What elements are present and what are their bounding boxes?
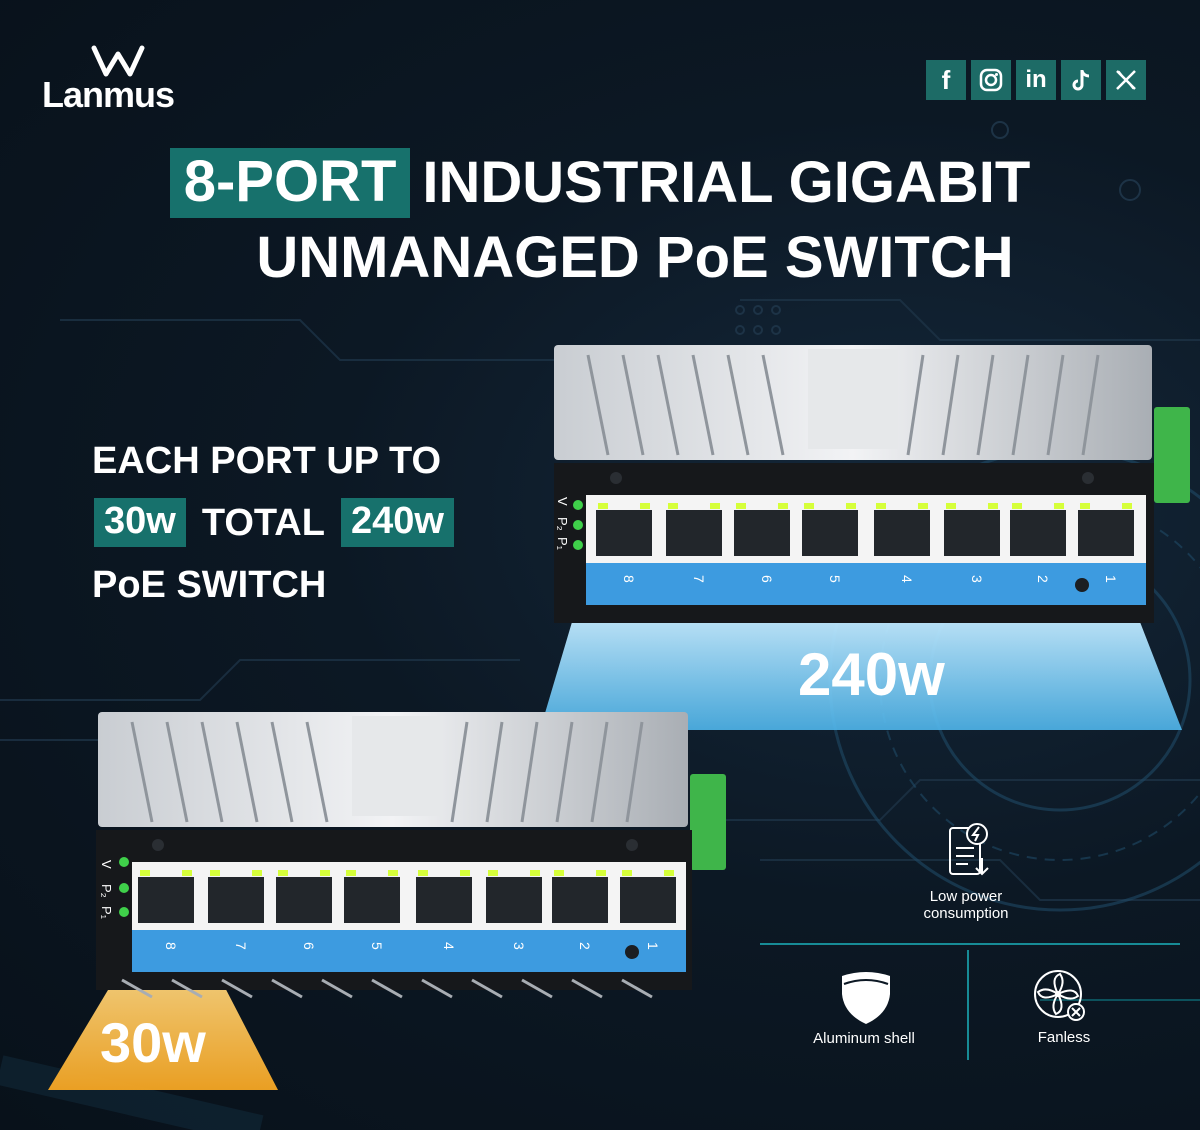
led-label-p2: P₂	[99, 884, 114, 898]
title-line-2: UNMANAGED PoE SWITCH	[256, 225, 1014, 290]
port-label: 8	[621, 575, 637, 583]
led-label-p1: P₁	[99, 906, 114, 920]
instagram-icon[interactable]	[971, 60, 1011, 100]
port-label: 7	[691, 575, 707, 583]
port-label: 4	[441, 942, 457, 950]
aluminum-shell-label: Aluminum shell	[813, 1030, 915, 1047]
fanless-label: Fanless	[1037, 1029, 1091, 1046]
port-label: 1	[645, 942, 661, 950]
shield-icon	[842, 972, 890, 1024]
port-label: 2	[577, 942, 593, 950]
per-port-power: 30w	[94, 498, 186, 547]
feature-line-2: 30w TOTAL 240w	[94, 498, 454, 547]
title-line-1: 8-PORT INDUSTRIAL GIGABIT	[0, 148, 1200, 218]
linkedin-icon[interactable]: in	[1016, 60, 1056, 100]
led-label-v: V	[99, 860, 114, 869]
port-label: 5	[827, 575, 843, 583]
led-label-p2: P₂	[555, 517, 570, 531]
low-power-icon	[949, 823, 989, 876]
port-label: 3	[969, 575, 985, 583]
port-label: 6	[301, 942, 317, 950]
port-power-callout: 30w	[100, 1011, 206, 1074]
total-power-callout: 240w	[798, 641, 945, 708]
x-icon[interactable]	[1106, 60, 1146, 100]
brand-logo: Lanmus	[42, 44, 192, 115]
port-label: 2	[1035, 575, 1051, 583]
facebook-icon[interactable]: f	[926, 60, 966, 100]
port-label: 1	[1103, 575, 1119, 583]
feature-line-3: PoE SWITCH	[92, 564, 327, 606]
port-label: 7	[233, 942, 249, 950]
port-label: 3	[511, 942, 527, 950]
logo-mark-icon	[91, 45, 145, 77]
title-highlight: 8-PORT	[169, 148, 411, 218]
led-label-p1: P₁	[555, 537, 570, 551]
brand-name: Lanmus	[42, 74, 175, 115]
switch-image-top: V P₂ P₁ 8 7 6 5 4 3 2 1	[554, 345, 1190, 623]
port-label: 5	[369, 942, 385, 950]
port-label: 4	[899, 575, 915, 583]
total-power: 240w	[340, 498, 454, 547]
led-label-v: V	[555, 497, 570, 506]
title-line-1-rest: INDUSTRIAL GIGABIT	[422, 150, 1031, 215]
tiktok-icon[interactable]	[1061, 60, 1101, 100]
social-links: f in	[926, 60, 1146, 100]
fanless-icon	[1034, 970, 1085, 1021]
port-label: 6	[759, 575, 775, 583]
total-label: TOTAL	[201, 501, 325, 544]
switch-image-bottom: V P₂ P₁ 8 7 6 5 4 3 2 1	[96, 712, 726, 999]
feature-line-1: EACH PORT UP TO	[92, 440, 442, 482]
low-power-label: Low power consumption	[923, 888, 1009, 922]
port-label: 8	[163, 942, 179, 950]
